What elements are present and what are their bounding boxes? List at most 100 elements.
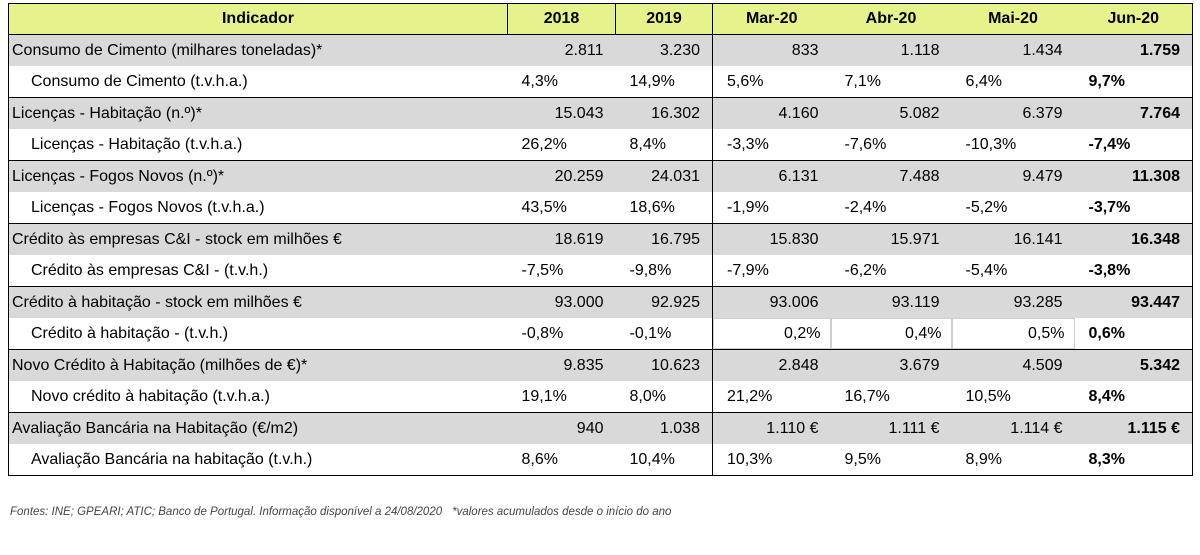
header-mar-20: Mar-20 xyxy=(712,3,831,35)
row-label: Licenças - Fogos Novos (n.º)* xyxy=(8,160,508,192)
table-cell: -9,8% xyxy=(615,255,713,287)
table-cell: 1.434 xyxy=(951,34,1075,66)
row-label: Crédito à habitação - stock em milhões € xyxy=(8,286,508,318)
table-cell: 9.835 xyxy=(507,349,616,381)
table-cell: 14,9% xyxy=(615,66,713,98)
table-cell: 5,6% xyxy=(712,66,831,98)
table-cell: 20.259 xyxy=(507,160,616,192)
table-cell: -1,9% xyxy=(712,192,831,224)
row-label: Consumo de Cimento (milhares toneladas)* xyxy=(8,34,508,66)
table-cell: 21,2% xyxy=(712,381,831,413)
table-cell: 10.623 xyxy=(615,349,713,381)
table-cell: 1.114 € xyxy=(951,412,1075,444)
table-cell: 7.764 xyxy=(1074,97,1193,129)
header-2018: 2018 xyxy=(507,3,616,35)
table-cell: 3.230 xyxy=(615,34,713,66)
table-cell: -7,4% xyxy=(1074,129,1193,161)
table-cell: 93.000 xyxy=(507,286,616,318)
table-cell: 5.342 xyxy=(1074,349,1193,381)
table-cell: 16.302 xyxy=(615,97,713,129)
table-cell: 4.509 xyxy=(951,349,1075,381)
table-cell: 5.082 xyxy=(830,97,952,129)
table-cell: -5,2% xyxy=(951,192,1075,224)
table-cell: -2,4% xyxy=(830,192,952,224)
footer-sources: Fontes: INE; GPEARI; ATIC; Banco de Port… xyxy=(10,506,443,518)
row-label: Crédito às empresas C&I - (t.v.h.) xyxy=(8,255,508,287)
table-cell: 16.348 xyxy=(1074,223,1193,255)
table-cell: 26,2% xyxy=(507,129,616,161)
row-label: Licenças - Fogos Novos (t.v.h.a.) xyxy=(8,192,508,224)
table-cell: 15.971 xyxy=(830,223,952,255)
table-cell: 6.131 xyxy=(712,160,831,192)
table-cell: 8,4% xyxy=(1074,381,1193,413)
indicators-table: Indicador 2018 2019 Mar-20 Abr-20 Mai-20… xyxy=(8,3,1193,476)
table-cell: -10,3% xyxy=(951,129,1075,161)
table-cell: 16,7% xyxy=(830,381,952,413)
row-label: Crédito à habitação - (t.v.h.) xyxy=(8,318,508,350)
table-cell: 18,6% xyxy=(615,192,713,224)
table-cell: 2.811 xyxy=(507,34,616,66)
header-2019: 2019 xyxy=(615,3,713,35)
table-row: Avaliação Bancária na habitação (t.v.h.)… xyxy=(8,444,1193,476)
row-label: Consumo de Cimento (t.v.h.a.) xyxy=(8,66,508,98)
table-cell: 1.118 xyxy=(830,34,952,66)
table-cell: 93.285 xyxy=(951,286,1075,318)
table-cell: 833 xyxy=(712,34,831,66)
table-cell: 93.006 xyxy=(712,286,831,318)
table-cell: -0,8% xyxy=(507,318,616,350)
table-cell: -0,1% xyxy=(615,318,713,350)
header-abr-20: Abr-20 xyxy=(830,3,952,35)
table-cell: -5,4% xyxy=(951,255,1075,287)
table-header-row: Indicador 2018 2019 Mar-20 Abr-20 Mai-20… xyxy=(8,3,1193,35)
row-label: Novo Crédito à Habitação (milhões de €)* xyxy=(8,349,508,381)
table-cell: -3,8% xyxy=(1074,255,1193,287)
table-cell: 11.308 xyxy=(1074,160,1193,192)
table-cell: 0,2% xyxy=(712,318,831,350)
table-row: Consumo de Cimento (milhares toneladas)*… xyxy=(8,34,1193,66)
footer-note: Fontes: INE; GPEARI; ATIC; Banco de Port… xyxy=(10,506,671,518)
row-label: Licenças - Habitação (t.v.h.a.) xyxy=(8,129,508,161)
table-cell: 10,4% xyxy=(615,444,713,476)
footer-asterisk-note: *valores acumulados desde o início do an… xyxy=(452,506,672,518)
table-cell: 6.379 xyxy=(951,97,1075,129)
table-cell: 8,4% xyxy=(615,129,713,161)
table-cell: -3,3% xyxy=(712,129,831,161)
table-row: Consumo de Cimento (t.v.h.a.) 4,3% 14,9% 5,… xyxy=(8,66,1193,98)
header-mai-20: Mai-20 xyxy=(951,3,1075,35)
table-cell: 0,6% xyxy=(1074,318,1193,350)
table-body: Consumo de Cimento (milhares toneladas)*… xyxy=(8,34,1193,476)
table-cell: 43,5% xyxy=(507,192,616,224)
table-row: Licenças - Fogos Novos (t.v.h.a.) 43,5% 18… xyxy=(8,192,1193,224)
table-cell: 15.043 xyxy=(507,97,616,129)
table-cell: -6,2% xyxy=(830,255,952,287)
table-cell: 3.679 xyxy=(830,349,952,381)
table-row: Crédito à habitação - (t.v.h.) -0,8% -0,1%… xyxy=(8,318,1193,350)
table-cell: 93.119 xyxy=(830,286,952,318)
table-cell: 1.115 € xyxy=(1074,412,1193,444)
table-cell: 9.479 xyxy=(951,160,1075,192)
table-cell: 7,1% xyxy=(830,66,952,98)
table-cell: 1.111 € xyxy=(830,412,952,444)
table-cell: -3,7% xyxy=(1074,192,1193,224)
table-cell: 16.795 xyxy=(615,223,713,255)
table-cell: 19,1% xyxy=(507,381,616,413)
table-cell: 93.447 xyxy=(1074,286,1193,318)
row-label: Crédito às empresas C&I - stock em milhõ… xyxy=(8,223,508,255)
table-row: Avaliação Bancária na Habitação (€/m2) 94… xyxy=(8,412,1193,444)
row-label: Licenças - Habitação (n.º)* xyxy=(8,97,508,129)
table-cell: 4,3% xyxy=(507,66,616,98)
table-cell: 1.759 xyxy=(1074,34,1193,66)
table-cell: 15.830 xyxy=(712,223,831,255)
table-row: Licenças - Habitação (n.º)* 15.043 16.302 4… xyxy=(8,97,1193,129)
row-label: Avaliação Bancária na Habitação (€/m2) xyxy=(8,412,508,444)
table-row: Licenças - Fogos Novos (n.º)* 20.259 24.03… xyxy=(8,160,1193,192)
table-cell: 1.038 xyxy=(615,412,713,444)
table-cell: -7,5% xyxy=(507,255,616,287)
table-cell: 10,3% xyxy=(712,444,831,476)
table-row: Crédito à habitação - stock em milhões €… xyxy=(8,286,1193,318)
table-cell: -7,9% xyxy=(712,255,831,287)
table-cell: 8,3% xyxy=(1074,444,1193,476)
table-cell: 8,9% xyxy=(951,444,1075,476)
table-cell: 9,5% xyxy=(830,444,952,476)
table-row: Licenças - Habitação (t.v.h.a.) 26,2% 8,4%… xyxy=(8,129,1193,161)
